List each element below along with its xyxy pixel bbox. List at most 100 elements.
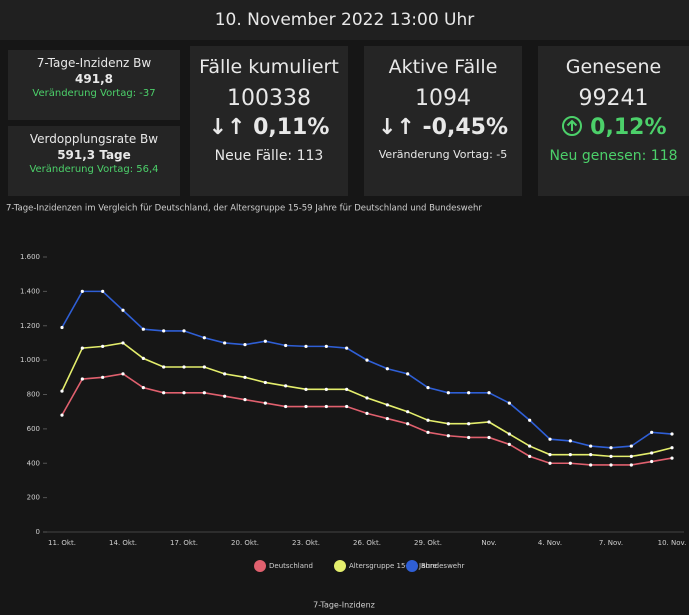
data-point bbox=[386, 367, 389, 370]
data-point bbox=[630, 463, 633, 466]
data-point bbox=[609, 463, 612, 466]
y-tick-label: 0 bbox=[36, 528, 40, 536]
data-point bbox=[101, 290, 104, 293]
kpi-value: 591,3 Tage bbox=[8, 148, 180, 162]
kpi-tile: 7-Tage-Inzidenz Bw 491,8 Veränderung Vor… bbox=[8, 50, 180, 120]
data-point bbox=[81, 290, 84, 293]
data-point bbox=[60, 414, 63, 417]
data-point bbox=[426, 431, 429, 434]
data-point bbox=[243, 343, 246, 346]
kpi-change: Veränderung Vortag: 56,4 bbox=[8, 164, 180, 175]
data-point bbox=[243, 376, 246, 379]
data-point bbox=[284, 384, 287, 387]
y-tick-label: 1.400 bbox=[20, 287, 40, 295]
data-point bbox=[447, 391, 450, 394]
data-point bbox=[264, 340, 267, 343]
data-point bbox=[264, 381, 267, 384]
data-point bbox=[284, 344, 287, 347]
data-point bbox=[60, 326, 63, 329]
data-point bbox=[630, 444, 633, 447]
data-point bbox=[121, 372, 124, 375]
series-line bbox=[62, 374, 672, 465]
y-tick-label: 400 bbox=[27, 459, 40, 467]
y-tick-label: 600 bbox=[27, 425, 40, 433]
data-point bbox=[162, 329, 165, 332]
data-point bbox=[162, 365, 165, 368]
x-tick-label: 14. Okt. bbox=[109, 539, 137, 547]
data-point bbox=[345, 346, 348, 349]
data-point bbox=[548, 438, 551, 441]
data-point bbox=[325, 345, 328, 348]
data-point bbox=[345, 405, 348, 408]
y-tick-label: 1.000 bbox=[20, 356, 40, 364]
data-point bbox=[670, 432, 673, 435]
kpi-value: 100338 bbox=[190, 86, 348, 111]
legend-label: Bundeswehr bbox=[421, 562, 465, 570]
data-point bbox=[487, 420, 490, 423]
data-point bbox=[142, 386, 145, 389]
data-point bbox=[121, 341, 124, 344]
data-point bbox=[447, 422, 450, 425]
data-point bbox=[284, 405, 287, 408]
kpi-tile: Verdopplungsrate Bw 591,3 Tage Veränderu… bbox=[8, 126, 180, 196]
chart-title: 7-Tage-Inzidenzen im Vergleich für Deuts… bbox=[6, 204, 482, 214]
data-point bbox=[203, 391, 206, 394]
data-point bbox=[467, 422, 470, 425]
data-point bbox=[670, 456, 673, 459]
data-point bbox=[365, 396, 368, 399]
kpi-note: Neu genesen: 118 bbox=[538, 148, 689, 164]
series-line bbox=[62, 291, 672, 447]
data-point bbox=[650, 431, 653, 434]
up-icon bbox=[561, 115, 583, 137]
kpi-value: 491,8 bbox=[8, 72, 180, 86]
data-point bbox=[386, 417, 389, 420]
data-point bbox=[406, 410, 409, 413]
kpi-tile: Genesene 99241 0,12% Neu genesen: 118 bbox=[538, 46, 689, 196]
data-point bbox=[101, 345, 104, 348]
data-point bbox=[589, 463, 592, 466]
data-point bbox=[589, 444, 592, 447]
data-point bbox=[487, 391, 490, 394]
x-tick-label: 11. Okt. bbox=[48, 539, 76, 547]
data-point bbox=[426, 386, 429, 389]
header: 10. November 2022 13:00 Uhr bbox=[0, 0, 689, 40]
data-point bbox=[447, 434, 450, 437]
data-point bbox=[528, 444, 531, 447]
data-point bbox=[467, 436, 470, 439]
data-point bbox=[630, 455, 633, 458]
legend-swatch bbox=[334, 560, 346, 572]
kpi-label: Fälle kumuliert bbox=[190, 56, 348, 78]
data-point bbox=[406, 372, 409, 375]
y-tick-label: 200 bbox=[27, 494, 40, 502]
data-point bbox=[304, 345, 307, 348]
data-point bbox=[548, 462, 551, 465]
data-point bbox=[386, 403, 389, 406]
x-tick-label: 29. Okt. bbox=[414, 539, 442, 547]
y-tick-label: 1.600 bbox=[20, 253, 40, 261]
data-point bbox=[569, 462, 572, 465]
chart: 7-Tage-Inzidenzen im Vergleich für Deuts… bbox=[0, 200, 689, 615]
data-point bbox=[182, 365, 185, 368]
data-point bbox=[142, 328, 145, 331]
data-point bbox=[650, 460, 653, 463]
y-tick-label: 1.200 bbox=[20, 322, 40, 330]
data-point bbox=[203, 336, 206, 339]
data-point bbox=[101, 376, 104, 379]
data-point bbox=[609, 455, 612, 458]
legend-label: Deutschland bbox=[269, 562, 313, 570]
legend-swatch bbox=[254, 560, 266, 572]
data-point bbox=[426, 419, 429, 422]
data-point bbox=[650, 451, 653, 454]
data-point bbox=[508, 401, 511, 404]
data-point bbox=[304, 405, 307, 408]
data-point bbox=[81, 377, 84, 380]
x-tick-label: 7. Nov. bbox=[599, 539, 623, 547]
data-point bbox=[142, 357, 145, 360]
data-point bbox=[325, 405, 328, 408]
kpi-tile: Fälle kumuliert 100338 ↓↑ 0,11% Neue Fäl… bbox=[190, 46, 348, 196]
data-point bbox=[223, 395, 226, 398]
kpi-note: Veränderung Vortag: -5 bbox=[364, 148, 522, 161]
data-point bbox=[528, 419, 531, 422]
kpi-note: Neue Fälle: 113 bbox=[190, 148, 348, 164]
data-point bbox=[182, 329, 185, 332]
